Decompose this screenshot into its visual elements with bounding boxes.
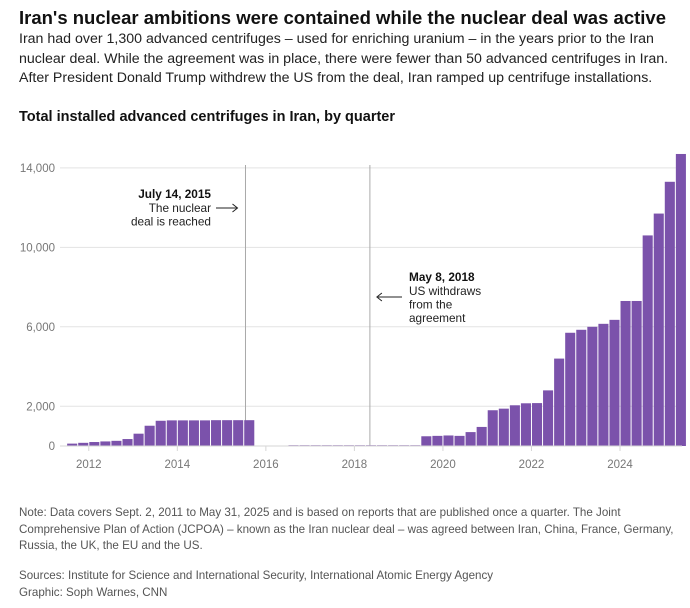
bar bbox=[155, 420, 166, 446]
bar bbox=[133, 433, 144, 446]
x-tick-label: 2022 bbox=[519, 459, 545, 471]
bar bbox=[222, 420, 233, 446]
bar bbox=[67, 443, 78, 446]
x-axis-ticks: 2012 2014 2016 2018 2020 2022 2024 bbox=[76, 446, 633, 471]
bar bbox=[609, 319, 620, 446]
bar-chart: 0 2,000 6,000 10,000 14,000 2012 2014 2016 2018… bbox=[20, 153, 686, 471]
bar bbox=[487, 410, 498, 446]
bar bbox=[443, 435, 454, 446]
annotation-date: May 8, 2018 bbox=[409, 270, 475, 284]
y-tick-label: 6,000 bbox=[26, 322, 55, 334]
annotation-text: from the bbox=[409, 298, 453, 312]
annotation-text: deal is reached bbox=[131, 215, 211, 229]
x-tick-label: 2024 bbox=[607, 459, 633, 471]
headline: Iran's nuclear ambitions were contained … bbox=[19, 7, 666, 28]
bar bbox=[111, 440, 122, 446]
bar bbox=[89, 442, 100, 446]
bar bbox=[199, 420, 211, 446]
bar bbox=[100, 441, 111, 446]
bar bbox=[642, 235, 653, 446]
bar bbox=[664, 181, 675, 447]
sources-block: Sources: Institute for Science and Inter… bbox=[19, 568, 679, 601]
chart-title: Total installed advanced centrifuges in … bbox=[19, 109, 396, 125]
bar bbox=[653, 213, 664, 446]
bar bbox=[454, 435, 465, 446]
bar bbox=[509, 405, 520, 446]
annotation-text: agreement bbox=[409, 311, 466, 325]
bars bbox=[67, 153, 686, 447]
sources-text: Sources: Institute for Science and Inter… bbox=[19, 569, 494, 582]
bar bbox=[576, 329, 587, 446]
y-tick-label: 10,000 bbox=[20, 242, 55, 254]
bar bbox=[78, 442, 89, 446]
footnote: Note: Data covers Sept. 2, 2011 to May 3… bbox=[19, 506, 674, 552]
annotation-arrowhead bbox=[376, 292, 383, 302]
bar bbox=[587, 326, 598, 446]
bar bbox=[177, 420, 188, 446]
x-tick-label: 2014 bbox=[165, 459, 191, 471]
bar bbox=[543, 390, 554, 446]
bar bbox=[465, 432, 476, 446]
x-tick-label: 2016 bbox=[253, 459, 279, 471]
bar bbox=[122, 439, 133, 446]
bar bbox=[432, 435, 443, 446]
bar bbox=[520, 403, 531, 446]
annotation-date: July 14, 2015 bbox=[138, 187, 211, 201]
bar bbox=[244, 420, 255, 446]
bar bbox=[675, 153, 686, 447]
bar bbox=[531, 403, 543, 446]
annotation-text: The nuclear bbox=[149, 201, 211, 215]
y-tick-label: 0 bbox=[49, 441, 55, 453]
dek: Iran had over 1,300 advanced centrifuges… bbox=[19, 31, 669, 86]
y-tick-label: 14,000 bbox=[20, 163, 55, 175]
y-axis-ticks: 0 2,000 6,000 10,000 14,000 bbox=[20, 163, 55, 453]
bar bbox=[233, 420, 244, 446]
bar bbox=[211, 420, 222, 446]
y-tick-label: 2,000 bbox=[26, 401, 55, 413]
event-markers bbox=[244, 165, 371, 446]
x-tick-label: 2012 bbox=[76, 459, 102, 471]
bar bbox=[620, 300, 631, 446]
bar bbox=[631, 300, 642, 446]
bar bbox=[498, 408, 509, 446]
bar bbox=[188, 420, 199, 446]
graphic-credit: Graphic: Soph Warnes, CNN bbox=[19, 585, 168, 599]
annotation-text: US withdraws bbox=[409, 284, 481, 298]
x-tick-label: 2018 bbox=[342, 459, 368, 471]
bar bbox=[565, 332, 576, 446]
bar bbox=[421, 436, 432, 446]
bar bbox=[554, 358, 565, 446]
bar bbox=[166, 420, 177, 446]
x-tick-label: 2020 bbox=[430, 459, 456, 471]
bar bbox=[144, 425, 155, 446]
annotation-arrowhead bbox=[232, 203, 239, 213]
bar bbox=[598, 323, 609, 446]
bar bbox=[476, 426, 487, 446]
